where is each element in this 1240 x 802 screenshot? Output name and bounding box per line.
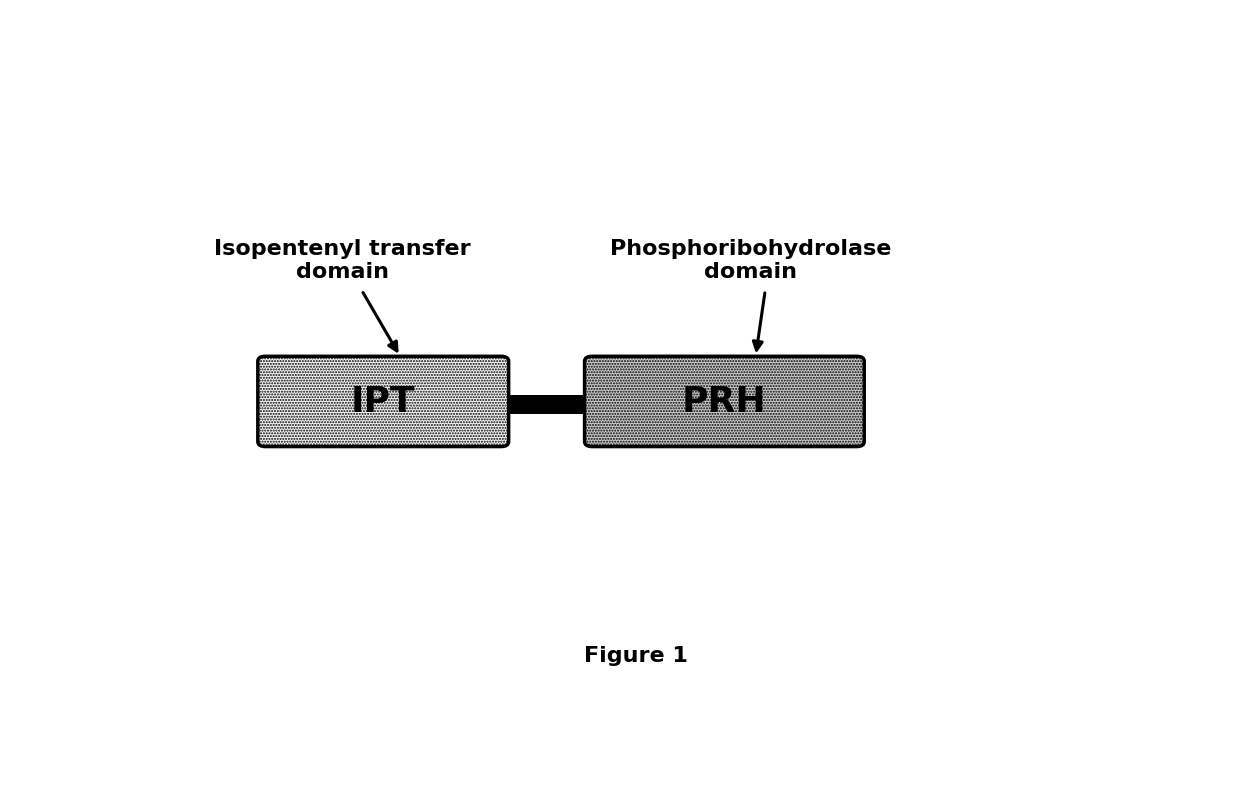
Bar [501, 395, 593, 415]
Text: IPT: IPT [351, 385, 415, 419]
Text: Phosphoribohydrolase
domain: Phosphoribohydrolase domain [610, 238, 892, 282]
Text: Figure 1: Figure 1 [584, 645, 687, 665]
FancyBboxPatch shape [258, 357, 508, 447]
FancyBboxPatch shape [584, 357, 864, 447]
Text: PRH: PRH [682, 385, 766, 419]
Text: Isopentenyl transfer
domain: Isopentenyl transfer domain [215, 238, 471, 282]
